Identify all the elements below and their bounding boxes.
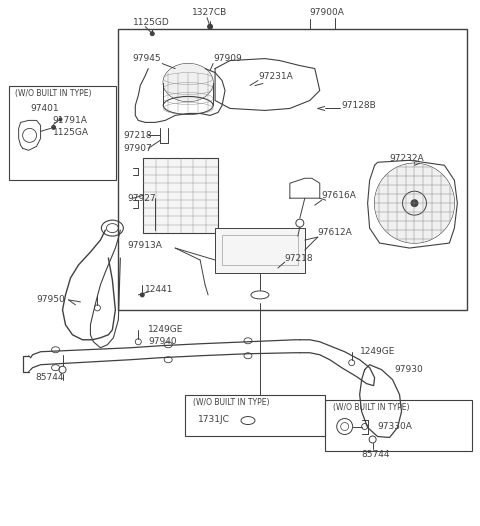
Text: 1125GD: 1125GD <box>133 18 170 27</box>
Text: 97907: 97907 <box>123 144 152 153</box>
Text: 97930: 97930 <box>395 365 423 374</box>
Circle shape <box>374 163 455 243</box>
Bar <box>185 394 325 437</box>
Text: 97218: 97218 <box>123 131 152 140</box>
Text: 97940: 97940 <box>148 337 177 346</box>
Text: 97913A: 97913A <box>127 240 162 249</box>
Text: 97231A: 97231A <box>258 72 293 81</box>
Text: 97612A: 97612A <box>318 228 352 237</box>
Text: 97401: 97401 <box>31 104 59 113</box>
Text: 1249GE: 1249GE <box>360 347 395 356</box>
Text: 97900A: 97900A <box>310 8 345 17</box>
Text: 85744: 85744 <box>361 450 390 459</box>
Text: 12441: 12441 <box>145 286 174 295</box>
Text: 1125GA: 1125GA <box>52 128 88 137</box>
Circle shape <box>207 24 213 29</box>
Text: 97945: 97945 <box>132 54 161 63</box>
Text: 97616A: 97616A <box>322 191 357 200</box>
Text: 91791A: 91791A <box>52 116 87 125</box>
Text: 97330A: 97330A <box>378 422 412 431</box>
Circle shape <box>150 32 154 36</box>
Text: (W/O BUILT IN TYPE): (W/O BUILT IN TYPE) <box>333 403 409 412</box>
Bar <box>9 86 116 180</box>
Circle shape <box>51 125 56 130</box>
Bar <box>215 228 305 273</box>
Text: 97950: 97950 <box>36 296 65 305</box>
Text: 85744: 85744 <box>36 373 64 382</box>
Bar <box>119 29 468 310</box>
Bar <box>144 158 218 233</box>
Text: (W/O BUILT IN TYPE): (W/O BUILT IN TYPE) <box>193 398 270 407</box>
Text: 97218: 97218 <box>285 254 313 262</box>
Ellipse shape <box>163 64 213 102</box>
Text: 1249GE: 1249GE <box>148 325 184 335</box>
Bar <box>222 235 298 265</box>
Text: 97128B: 97128B <box>342 101 376 110</box>
Text: 97232A: 97232A <box>390 154 424 163</box>
Text: 97927: 97927 <box>127 194 156 203</box>
Circle shape <box>410 199 419 207</box>
Text: 1327CB: 1327CB <box>192 8 228 17</box>
Circle shape <box>59 117 62 122</box>
Bar <box>325 400 472 451</box>
Text: (W/O BUILT IN TYPE): (W/O BUILT IN TYPE) <box>15 89 91 98</box>
Text: 1731JC: 1731JC <box>198 415 230 424</box>
Circle shape <box>140 292 145 297</box>
Text: 97909: 97909 <box>213 54 242 63</box>
